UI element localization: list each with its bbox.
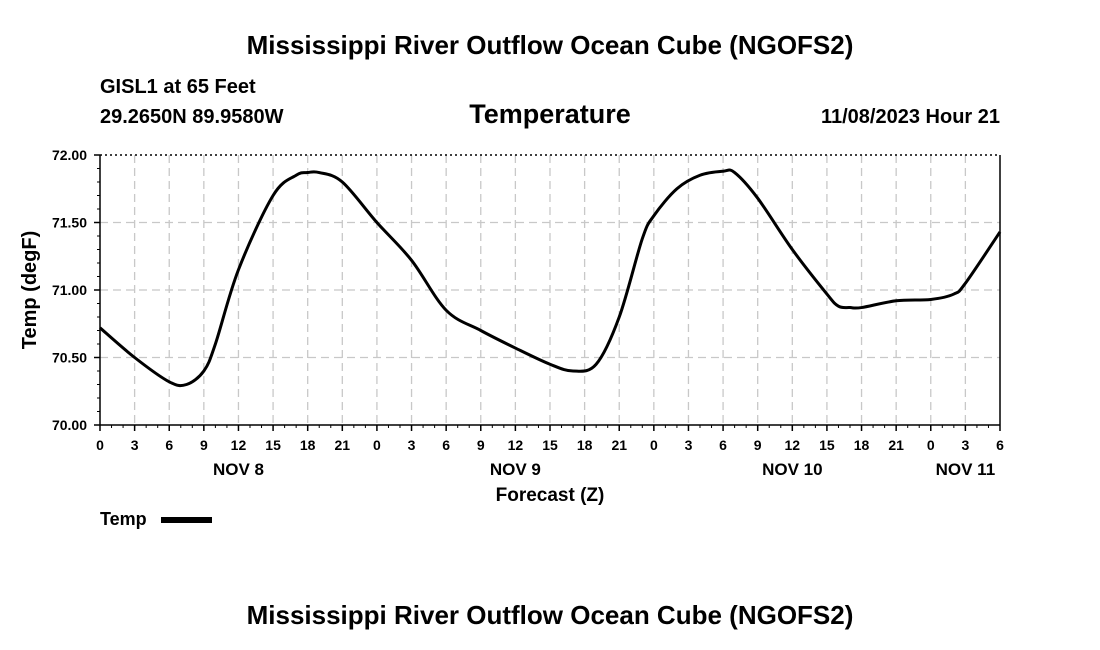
x-tick-label: 15 (819, 437, 835, 453)
x-tick-label: 21 (335, 437, 351, 453)
x-tick-label: 0 (927, 437, 935, 453)
x-tick-label: 0 (96, 437, 104, 453)
x-tick-label: 0 (373, 437, 381, 453)
x-tick-label: 21 (888, 437, 904, 453)
x-tick-label: 18 (300, 437, 316, 453)
x-day-label: NOV 8 (213, 460, 264, 479)
x-tick-label: 3 (685, 437, 693, 453)
x-tick-label: 12 (508, 437, 524, 453)
x-tick-label: 6 (442, 437, 450, 453)
y-axis-title: Temp (degF) (19, 231, 41, 350)
forecast-datetime: 11/08/2023 Hour 21 (820, 106, 1000, 128)
x-tick-label: 6 (996, 437, 1004, 453)
footer-title: Mississippi River Outflow Ocean Cube (NG… (246, 600, 854, 630)
x-tick-label: 6 (719, 437, 727, 453)
y-tick-label: 71.00 (52, 282, 87, 298)
x-tick-label: 3 (131, 437, 139, 453)
x-day-label: NOV 11 (936, 460, 996, 479)
series-line-temp (99, 168, 1002, 388)
x-tick-label: 3 (961, 437, 969, 453)
x-tick-label: 9 (754, 437, 762, 453)
y-tick-label: 71.50 (52, 215, 87, 231)
x-tick-label: 21 (611, 437, 627, 453)
page-title: Mississippi River Outflow Ocean Cube (NG… (246, 30, 854, 60)
legend-swatch-temp (161, 517, 212, 523)
station-label: GISL1 at 65 Feet (100, 76, 256, 98)
x-tick-label: 9 (477, 437, 485, 453)
x-tick-label: 18 (854, 437, 870, 453)
x-axis-title: Forecast (Z) (496, 485, 605, 506)
x-tick-label: 6 (165, 437, 173, 453)
x-tick-label: 15 (265, 437, 281, 453)
x-tick-label: 12 (231, 437, 247, 453)
x-tick-label: 18 (577, 437, 593, 453)
x-day-label: NOV 10 (762, 460, 822, 479)
x-day-label: NOV 9 (490, 460, 541, 479)
y-tick-label: 70.50 (52, 350, 87, 366)
x-tick-label: 15 (542, 437, 558, 453)
y-tick-label: 72.00 (52, 147, 87, 163)
station-coordinates: 29.2650N 89.9580W (100, 106, 284, 128)
x-tick-label: 3 (408, 437, 416, 453)
legend-label: Temp (100, 509, 147, 529)
y-tick-label: 70.00 (52, 417, 87, 433)
x-tick-label: 12 (785, 437, 801, 453)
chart-variable-title: Temperature (469, 99, 631, 129)
x-tick-label: 9 (200, 437, 208, 453)
x-tick-label: 0 (650, 437, 658, 453)
